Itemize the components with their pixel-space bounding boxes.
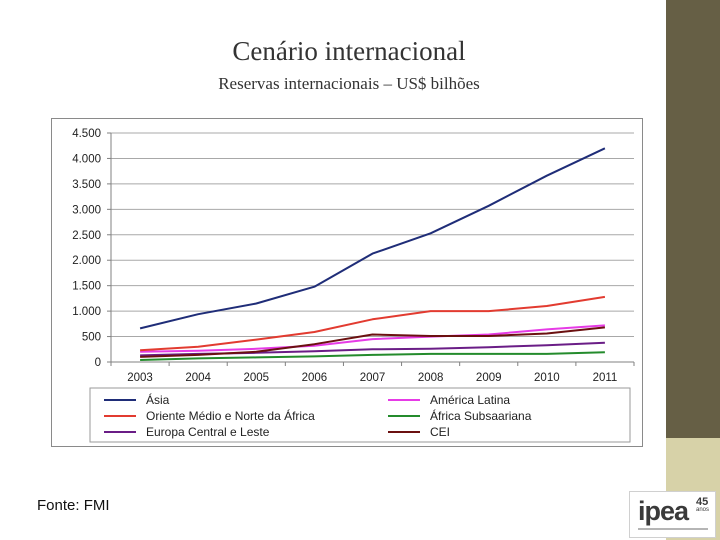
legend-label: América Latina [430,393,510,407]
y-tick-label: 4.500 [72,128,101,140]
y-tick-label: 2.000 [72,255,101,267]
x-tick-labels: 2003 2004 2005 2006 2007 2008 2009 2010 2011 [127,372,617,384]
x-tick-label: 2003 [127,372,153,384]
y-tick-label: 2.500 [72,230,101,242]
x-tick-label: 2011 [593,372,618,384]
x-tick-label: 2006 [302,372,328,384]
legend-label: África Subsaariana [430,408,532,423]
axes [107,132,635,366]
logo-years-label: anos [696,507,710,513]
logo-word: ipea [638,496,689,526]
legend-label: Oriente Médio e Norte da África [146,408,315,423]
legend-box [89,387,631,443]
series-line [140,324,605,353]
series-line [139,147,606,330]
x-tick-label: 2010 [534,372,560,384]
legend-label: Europa Central e Leste [146,425,270,439]
grid-lines [111,132,634,338]
x-tick-label: 2008 [418,372,444,384]
line-chart: 0 500 1.000 1.500 2.000 2.500 3.000 3.500 4.000 4… [72,128,635,443]
logo-underline [638,528,708,530]
y-tick-labels: 0 500 1.000 1.500 2.000 2.500 3.000 3.500 4.000 4… [72,128,101,369]
y-tick-label: 3.000 [72,204,101,216]
y-tick-label: 1.000 [72,306,101,318]
x-tick-label: 2005 [243,372,269,384]
source-note: Fonte: FMI [37,497,110,514]
ipea-logo: ipea 45 anos [629,491,716,538]
y-tick-label: 4.000 [72,153,101,165]
y-tick-label: 500 [82,332,101,344]
x-tick-label: 2007 [360,372,386,384]
series-lines [139,147,606,361]
series-line [140,351,605,361]
legend: Ásia América Latina Oriente Médio e Norte … [89,387,631,443]
slide-title: Cenário internacional [232,36,466,66]
series-line [140,295,606,352]
legend-label: CEI [430,425,450,439]
chart-box: 0 500 1.000 1.500 2.000 2.500 3.000 3.500 4.000 4… [51,118,643,447]
legend-label: Ásia [146,392,170,407]
y-tick-label: 3.500 [72,179,101,191]
x-tick-label: 2009 [476,372,502,384]
x-tick-label: 2004 [185,372,211,384]
y-tick-label: 0 [95,357,101,369]
y-tick-label: 1.500 [72,281,101,293]
logo-years: 45 [696,496,709,508]
series-line [140,326,606,358]
slide-subtitle: Reservas internacionais – US$ bilhões [218,74,480,93]
